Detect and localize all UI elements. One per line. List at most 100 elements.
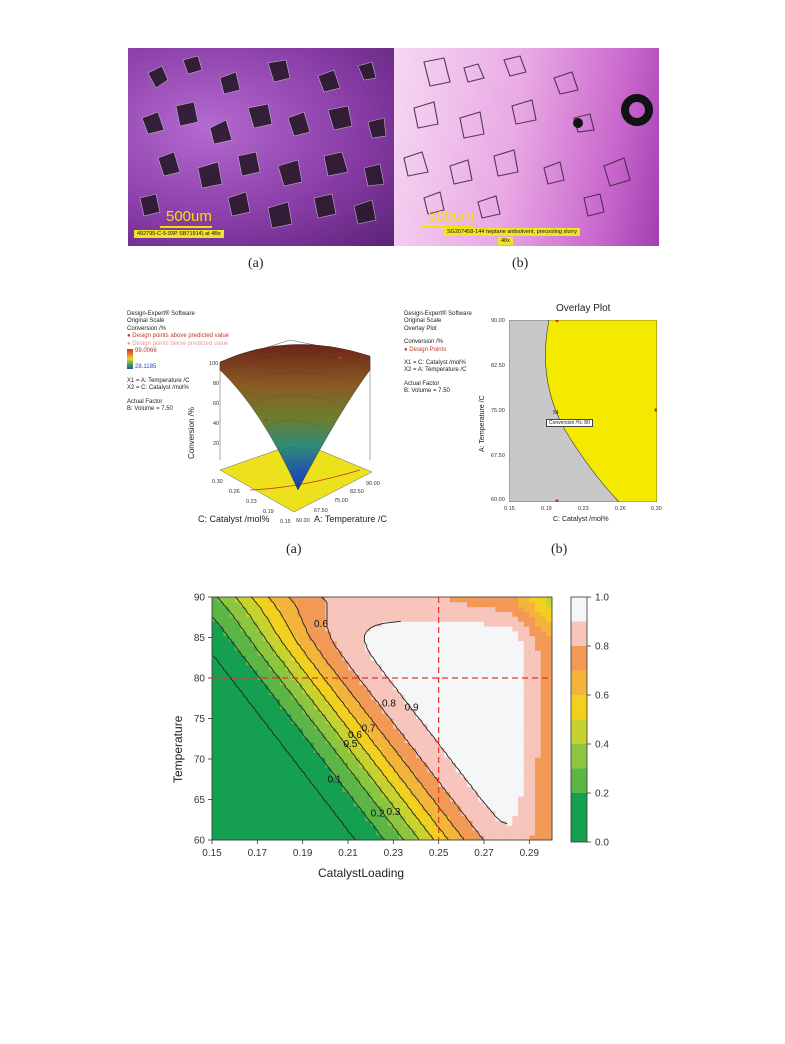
- heatmap-cell: [217, 703, 224, 710]
- heatmap-cell: [461, 776, 468, 783]
- contour-label: 0.8: [382, 698, 396, 709]
- heatmap-cell: [319, 728, 326, 734]
- heatmap-cell: [302, 703, 309, 710]
- heatmap-cell: [325, 737, 332, 744]
- heatmap-cell: [404, 665, 411, 671]
- heatmap-cell: [376, 781, 383, 787]
- heatmap-cell: [489, 718, 496, 724]
- heatmap-cell: [246, 767, 253, 773]
- heatmap-cell: [268, 835, 275, 841]
- heatmap-cell: [546, 665, 553, 671]
- heatmap-cell: [342, 791, 349, 797]
- heatmap-cell: [370, 733, 377, 739]
- heatmap-cell: [263, 801, 270, 807]
- heatmap-cell: [302, 621, 309, 627]
- heatmap-cell: [455, 820, 462, 826]
- heatmap-cell: [274, 674, 281, 681]
- heatmap-cell: [229, 776, 236, 783]
- heatmap-cell: [280, 835, 287, 841]
- heatmap-cell: [444, 786, 451, 792]
- heatmap-cell: [246, 660, 253, 666]
- heatmap-cell: [546, 723, 553, 729]
- heatmap-cell: [393, 601, 400, 608]
- heatmap-cell: [410, 674, 417, 681]
- mid-b-actual-factor: Actual Factor: [404, 380, 440, 387]
- heatmap-cell: [421, 771, 428, 778]
- heatmap-cell: [302, 640, 309, 646]
- heatmap-cell: [416, 665, 423, 671]
- heatmap-cell: [478, 635, 485, 642]
- x-tick-label: 0.21: [338, 848, 358, 859]
- heatmap-cell: [217, 669, 224, 676]
- heatmap-cell: [217, 825, 224, 831]
- heatmap-cell: [404, 733, 411, 739]
- mid-b-legend: ● Design Points: [404, 346, 447, 353]
- heatmap-cell: [461, 660, 468, 666]
- heatmap-cell: [523, 723, 530, 729]
- heatmap-cell: [382, 689, 389, 695]
- heatmap-cell: [240, 703, 247, 710]
- heatmap-cell: [348, 752, 355, 758]
- heatmap-cell: [263, 645, 270, 651]
- heatmap-cell: [518, 718, 525, 724]
- heatmap-cell: [489, 631, 496, 637]
- heatmap-cell: [223, 791, 230, 797]
- heatmap-cell: [348, 713, 355, 719]
- heatmap-cell: [365, 689, 372, 695]
- heatmap-cell: [399, 742, 406, 749]
- heatmap-cell: [246, 776, 253, 783]
- colorbar-tick-label: 0.4: [595, 740, 609, 751]
- heatmap-cell: [421, 597, 428, 603]
- heatmap-cell: [342, 708, 349, 715]
- heatmap-cell: [444, 830, 451, 836]
- heatmap-cell: [285, 752, 292, 758]
- heatmap-cell: [325, 708, 332, 715]
- heatmap-cell: [495, 805, 502, 812]
- heatmap-cell: [472, 796, 479, 802]
- heatmap-cell: [421, 684, 428, 690]
- heatmap-cell: [331, 694, 338, 700]
- heatmap-cell: [484, 703, 491, 710]
- heatmap-cell: [223, 776, 230, 783]
- heatmap-cell: [484, 699, 491, 705]
- heatmap-cell: [495, 601, 502, 608]
- heatmap-cell: [336, 781, 343, 787]
- heatmap-cell: [495, 757, 502, 763]
- heatmap-cell: [484, 742, 491, 749]
- heatmap-cell: [285, 742, 292, 749]
- heatmap-cell: [523, 703, 530, 710]
- heatmap-cell: [410, 684, 417, 690]
- heatmap-cell: [325, 689, 332, 695]
- heatmap-cell: [438, 742, 445, 749]
- heatmap-cell: [302, 767, 309, 773]
- heatmap-cell: [410, 762, 417, 768]
- heatmap-cell: [291, 606, 298, 612]
- heatmap-cell: [433, 830, 440, 836]
- heatmap-cell: [240, 606, 247, 612]
- heatmap-cell: [421, 626, 428, 632]
- heatmap-cell: [478, 825, 485, 831]
- heatmap-cell: [268, 601, 275, 608]
- heatmap-cell: [291, 747, 298, 753]
- heatmap-cell: [529, 689, 536, 695]
- heatmap-cell: [308, 669, 315, 676]
- heatmap-cell: [501, 684, 508, 690]
- heatmap-cell: [285, 665, 292, 671]
- heatmap-cell: [506, 679, 513, 685]
- heatmap-cell: [229, 718, 236, 724]
- heatmap-cell: [404, 810, 411, 817]
- heatmap-cell: [229, 626, 236, 632]
- heatmap-cell: [421, 635, 428, 642]
- heatmap-cell: [399, 597, 406, 603]
- heatmap-cell: [438, 626, 445, 632]
- heatmap-cell: [234, 825, 241, 831]
- heatmap-cell: [376, 713, 383, 719]
- heatmap-cell: [467, 815, 474, 821]
- heatmap-cell: [404, 621, 411, 627]
- heatmap-cell: [234, 621, 241, 627]
- heatmap-cell: [370, 767, 377, 773]
- heatmap-cell: [291, 684, 298, 690]
- mid-b-x-axis-label: C: Catalyst /mol%: [553, 516, 609, 523]
- heatmap-cell: [484, 635, 491, 642]
- heatmap-cell: [546, 708, 553, 715]
